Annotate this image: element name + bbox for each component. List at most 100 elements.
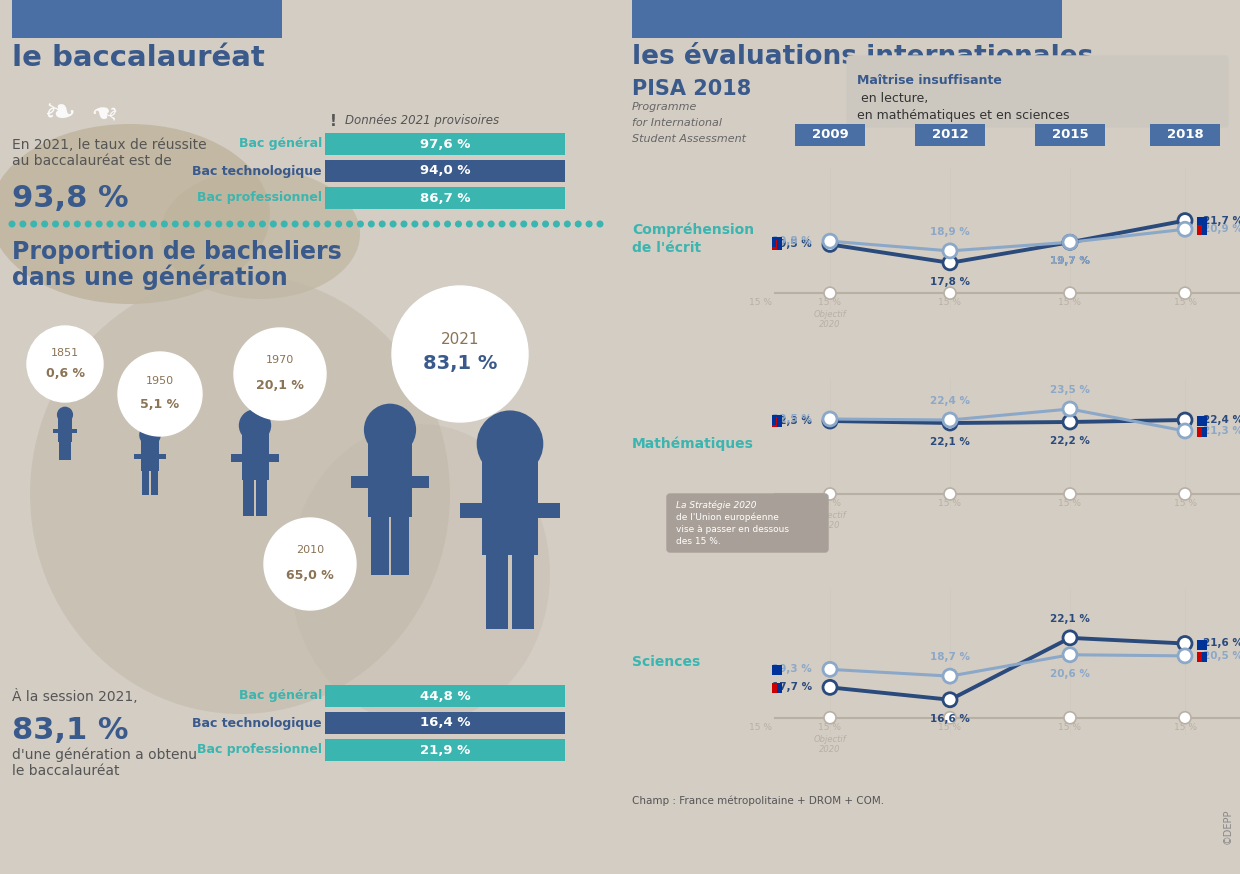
- Bar: [72, 429, 77, 433]
- Circle shape: [521, 220, 527, 227]
- Circle shape: [542, 220, 549, 227]
- Circle shape: [118, 220, 124, 227]
- Text: 94,0 %: 94,0 %: [420, 164, 470, 177]
- Text: Données 2021 provisoires: Données 2021 provisoires: [345, 114, 500, 127]
- Bar: [773, 240, 782, 251]
- Text: 65,0 %: 65,0 %: [286, 569, 334, 582]
- Text: 15 %: 15 %: [939, 499, 961, 508]
- Bar: [325, 739, 565, 761]
- Text: Bac général: Bac général: [239, 690, 322, 703]
- Text: PISA 2018: PISA 2018: [632, 79, 751, 99]
- Bar: [141, 435, 159, 471]
- Circle shape: [205, 220, 212, 227]
- Text: 16,4 %: 16,4 %: [420, 717, 470, 730]
- Bar: [632, 0, 1061, 38]
- Text: ❧: ❧: [86, 93, 114, 126]
- Bar: [773, 665, 776, 676]
- Bar: [134, 454, 141, 459]
- Circle shape: [823, 412, 837, 426]
- Text: 16,6 %: 16,6 %: [930, 714, 970, 724]
- Text: Programme: Programme: [632, 102, 697, 112]
- Circle shape: [9, 220, 15, 227]
- Circle shape: [423, 220, 429, 227]
- Text: Bac général: Bac général: [239, 137, 322, 150]
- Bar: [773, 237, 776, 247]
- Text: 17,7 %: 17,7 %: [771, 683, 812, 692]
- Circle shape: [823, 662, 837, 676]
- Text: 2021: 2021: [440, 331, 479, 346]
- Text: Champ : France métropolitaine + DROM + COM.: Champ : France métropolitaine + DROM + C…: [632, 796, 884, 807]
- Bar: [773, 665, 776, 676]
- Bar: [512, 555, 534, 628]
- Text: Bac professionnel: Bac professionnel: [197, 744, 322, 757]
- Circle shape: [455, 220, 463, 227]
- Text: En 2021, le taux de réussite: En 2021, le taux de réussite: [12, 138, 207, 152]
- Text: 22,1 %: 22,1 %: [930, 437, 970, 447]
- Circle shape: [433, 220, 440, 227]
- Circle shape: [942, 413, 957, 427]
- Text: 44,8 %: 44,8 %: [419, 690, 470, 703]
- Text: d'une génération a obtenu: d'une génération a obtenu: [12, 747, 197, 761]
- Circle shape: [150, 220, 157, 227]
- Circle shape: [74, 220, 81, 227]
- Text: 2020: 2020: [820, 745, 841, 753]
- Bar: [325, 712, 565, 734]
- Text: 15 %: 15 %: [1059, 499, 1081, 508]
- Text: 1851: 1851: [51, 348, 79, 357]
- Bar: [60, 441, 64, 460]
- Text: 15 %: 15 %: [818, 298, 842, 307]
- Bar: [53, 429, 58, 433]
- Circle shape: [1178, 222, 1192, 236]
- Text: 22,4 %: 22,4 %: [930, 396, 970, 406]
- Bar: [150, 471, 157, 495]
- Text: 15 %: 15 %: [939, 298, 961, 307]
- Text: À la session 2021,: À la session 2021,: [12, 689, 138, 704]
- Circle shape: [823, 414, 837, 428]
- Circle shape: [57, 406, 73, 423]
- Circle shape: [1063, 235, 1078, 249]
- Circle shape: [128, 220, 135, 227]
- Circle shape: [942, 416, 957, 430]
- Bar: [538, 503, 560, 517]
- Bar: [243, 480, 254, 516]
- Text: 19,3 %: 19,3 %: [773, 664, 812, 675]
- Circle shape: [63, 220, 69, 227]
- Circle shape: [942, 256, 957, 270]
- Circle shape: [564, 220, 570, 227]
- Circle shape: [1178, 649, 1192, 662]
- Text: le baccalauréat: le baccalauréat: [12, 764, 119, 778]
- Circle shape: [41, 220, 48, 227]
- Text: ❧: ❧: [43, 95, 77, 133]
- Text: 15 %: 15 %: [749, 298, 773, 307]
- Circle shape: [357, 220, 365, 227]
- Text: 21,6 %: 21,6 %: [1203, 639, 1240, 649]
- Text: 1970: 1970: [265, 355, 294, 365]
- Bar: [255, 480, 267, 516]
- Circle shape: [1178, 424, 1192, 438]
- Circle shape: [825, 711, 836, 724]
- Bar: [1197, 640, 1202, 649]
- Circle shape: [182, 220, 190, 227]
- Circle shape: [944, 288, 956, 299]
- Circle shape: [84, 220, 92, 227]
- Circle shape: [1063, 631, 1078, 645]
- Bar: [351, 476, 368, 488]
- Circle shape: [1179, 488, 1190, 500]
- Text: 15 %: 15 %: [818, 499, 842, 508]
- Circle shape: [1064, 488, 1076, 500]
- Circle shape: [226, 220, 233, 227]
- Text: Objectif: Objectif: [813, 735, 847, 744]
- Circle shape: [389, 220, 397, 227]
- Circle shape: [303, 220, 310, 227]
- Text: le baccalauréat: le baccalauréat: [12, 44, 265, 72]
- Circle shape: [346, 220, 353, 227]
- Text: de l'Union européenne: de l'Union européenne: [676, 513, 779, 523]
- Text: 20,6 %: 20,6 %: [1050, 669, 1090, 679]
- Text: 18,7 %: 18,7 %: [930, 652, 970, 662]
- Text: 93,8 %: 93,8 %: [12, 184, 129, 213]
- Bar: [773, 415, 776, 425]
- Text: 19,7 %: 19,7 %: [1050, 256, 1090, 267]
- Circle shape: [239, 409, 272, 441]
- Text: 15 %: 15 %: [1173, 499, 1197, 508]
- Circle shape: [553, 220, 560, 227]
